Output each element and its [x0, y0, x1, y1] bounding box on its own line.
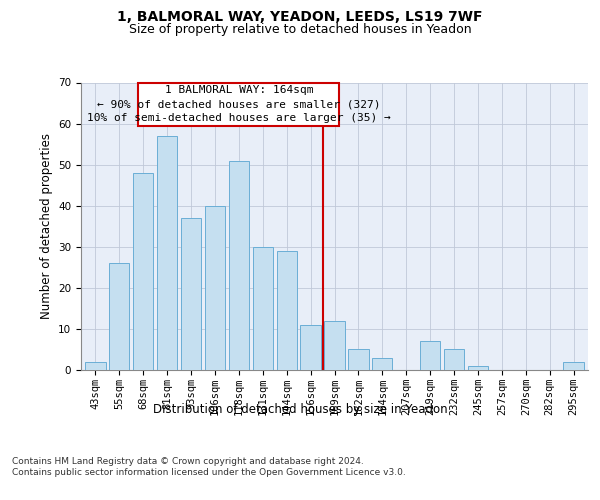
Bar — [229, 160, 249, 370]
Bar — [325, 320, 344, 370]
Bar — [133, 173, 154, 370]
Bar — [301, 325, 321, 370]
Text: 1 BALMORAL WAY: 164sqm
← 90% of detached houses are smaller (327)
10% of semi-de: 1 BALMORAL WAY: 164sqm ← 90% of detached… — [87, 85, 391, 123]
Bar — [372, 358, 392, 370]
Y-axis label: Number of detached properties: Number of detached properties — [40, 133, 53, 320]
Text: Contains HM Land Registry data © Crown copyright and database right 2024.
Contai: Contains HM Land Registry data © Crown c… — [12, 458, 406, 477]
Bar — [181, 218, 201, 370]
FancyBboxPatch shape — [139, 82, 339, 126]
Bar — [253, 247, 273, 370]
Text: 1, BALMORAL WAY, YEADON, LEEDS, LS19 7WF: 1, BALMORAL WAY, YEADON, LEEDS, LS19 7WF — [117, 10, 483, 24]
Bar — [277, 251, 297, 370]
Text: Distribution of detached houses by size in Yeadon: Distribution of detached houses by size … — [152, 402, 448, 415]
Bar — [444, 350, 464, 370]
Bar — [348, 350, 368, 370]
Bar — [157, 136, 177, 370]
Bar — [468, 366, 488, 370]
Bar — [205, 206, 225, 370]
Bar — [85, 362, 106, 370]
Bar — [109, 263, 130, 370]
Bar — [420, 341, 440, 370]
Text: Size of property relative to detached houses in Yeadon: Size of property relative to detached ho… — [128, 22, 472, 36]
Bar — [563, 362, 584, 370]
